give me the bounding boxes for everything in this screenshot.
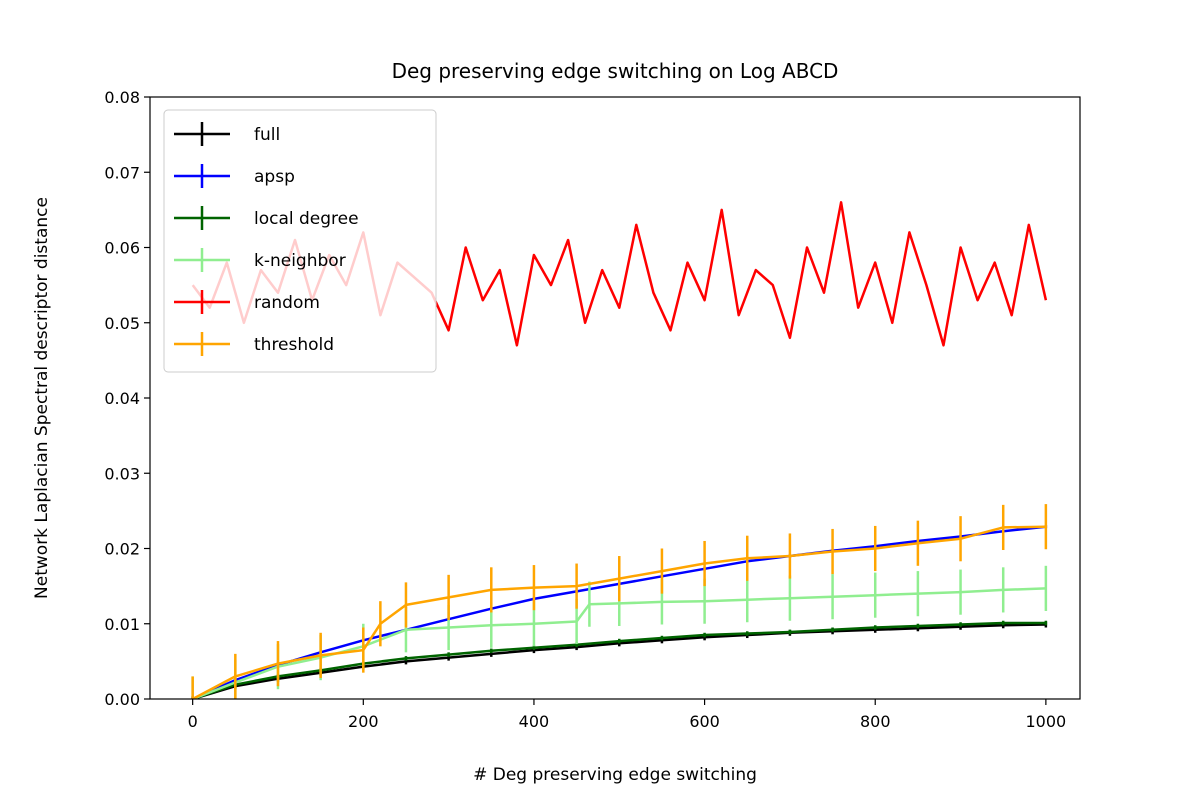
legend-item-random: random xyxy=(174,290,320,314)
legend-label: apsp xyxy=(254,167,295,187)
y-tick-label: 0.06 xyxy=(104,239,140,258)
x-tick-label: 0 xyxy=(188,712,198,731)
legend: full apsp local degree k-neighbor random thre… xyxy=(163,109,437,373)
x-tick-label: 600 xyxy=(689,712,720,731)
legend-label: full xyxy=(254,125,280,145)
y-tick-label: 0.05 xyxy=(104,314,140,333)
x-axis-label: # Deg preserving edge switching xyxy=(473,765,757,785)
legend-item-local-degree: local degree xyxy=(174,206,359,230)
y-tick-label: 0.02 xyxy=(104,540,140,559)
plot-area xyxy=(191,201,1048,699)
legend-item-k-neighbor: k-neighbor xyxy=(174,248,346,272)
legend-item-apsp: apsp xyxy=(174,164,295,188)
legend-label: local degree xyxy=(254,209,359,229)
y-tick-label: 0.08 xyxy=(104,88,140,107)
y-axis-label: Network Laplacian Spectral descriptor di… xyxy=(32,197,52,599)
legend-item-full: full xyxy=(174,122,280,146)
y-tick-label: 0.07 xyxy=(104,163,140,182)
x-axis: 0 200 400 600 800 1000 xyxy=(188,699,1067,731)
line-threshold xyxy=(192,525,1046,699)
line-local-degree xyxy=(192,621,1046,699)
chart-title: Deg preserving edge switching on Log ABC… xyxy=(392,59,839,83)
x-tick-label: 1000 xyxy=(1026,712,1067,731)
y-tick-label: 0.01 xyxy=(104,615,140,634)
legend-label: random xyxy=(254,293,320,313)
x-tick-label: 200 xyxy=(348,712,379,731)
legend-box xyxy=(163,109,437,373)
y-axis: 0.00 0.01 0.02 0.03 0.04 0.05 0.06 0.07 0.08 xyxy=(104,88,150,709)
y-tick-label: 0.04 xyxy=(104,389,140,408)
legend-label: threshold xyxy=(254,335,334,355)
y-tick-label: 0.03 xyxy=(104,464,140,483)
legend-item-threshold: threshold xyxy=(174,332,334,356)
x-tick-label: 800 xyxy=(860,712,891,731)
y-tick-label: 0.00 xyxy=(104,690,140,709)
x-tick-label: 400 xyxy=(519,712,550,731)
series-threshold xyxy=(191,504,1048,699)
legend-label: k-neighbor xyxy=(254,251,346,271)
